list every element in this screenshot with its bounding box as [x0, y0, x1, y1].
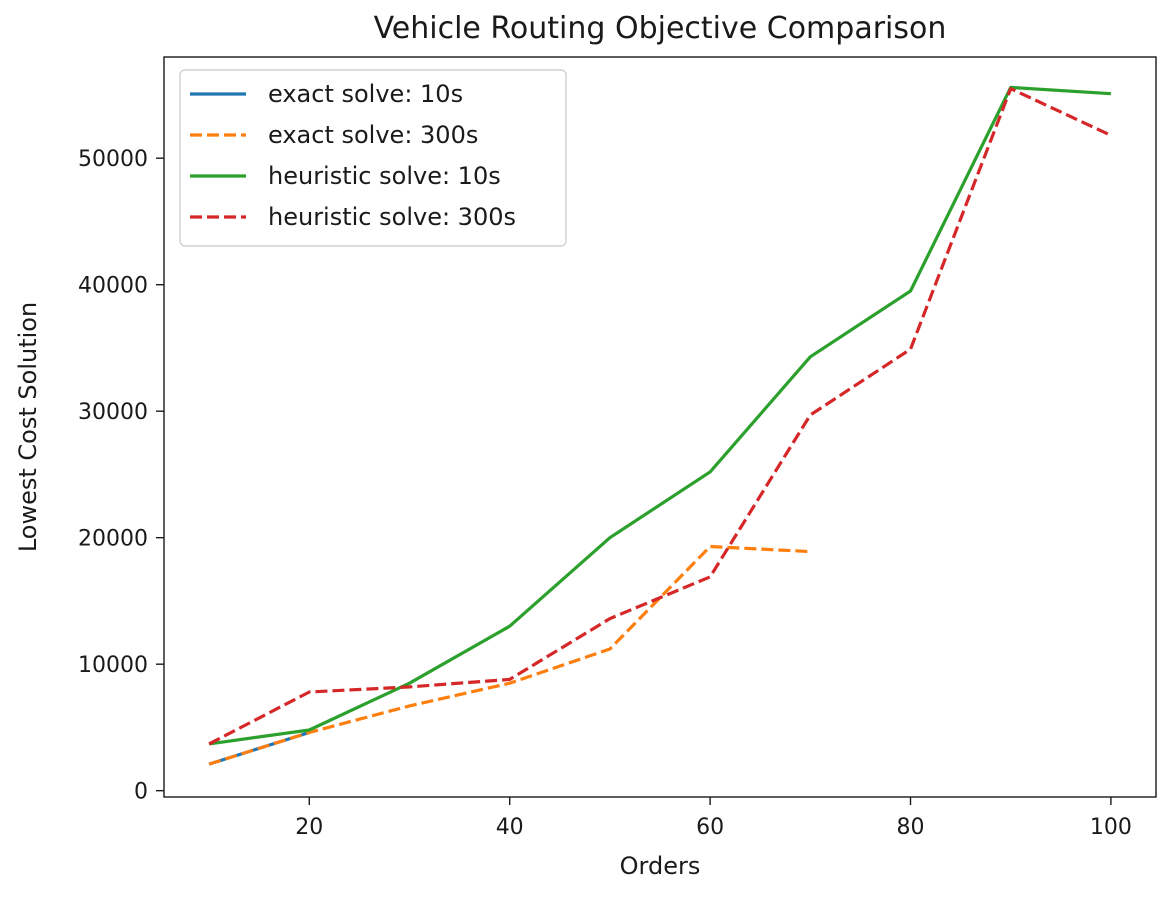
y-tick-label: 0 [134, 780, 148, 805]
y-tick-label: 30000 [78, 400, 148, 425]
legend-label: exact solve: 300s [268, 121, 478, 149]
legend-box [179, 69, 567, 247]
series-layer [208, 85, 1112, 766]
x-tick-label: 40 [496, 815, 524, 840]
y-axis-label: Lowest Cost Solution [14, 302, 42, 552]
legend-label: heuristic solve: 10s [268, 162, 501, 190]
legend-label: heuristic solve: 300s [268, 203, 516, 231]
x-tick-label: 80 [897, 815, 925, 840]
x-axis-label: Orders [620, 852, 701, 880]
legend-label: exact solve: 10s [268, 80, 463, 108]
y-tick-label: 20000 [78, 527, 148, 552]
series-line-4 [208, 86, 1112, 746]
plot-frame [163, 56, 1157, 798]
x-tick-label: 20 [295, 815, 323, 840]
series-line-3 [208, 85, 1112, 746]
y-axis-ticks: 0 10000 20000 30000 40000 50000 [78, 147, 164, 805]
y-tick-label: 50000 [78, 147, 148, 172]
legend: exact solve: 10s exact solve: 300s heurist… [179, 69, 567, 247]
chart-title: Vehicle Routing Objective Comparison [374, 11, 947, 46]
x-tick-label: 100 [1090, 815, 1132, 840]
x-axis-ticks: 20 40 60 80 100 [295, 797, 1132, 840]
x-tick-label: 60 [696, 815, 724, 840]
y-tick-label: 10000 [78, 653, 148, 678]
series-line-2 [208, 544, 811, 766]
y-tick-label: 40000 [78, 274, 148, 299]
